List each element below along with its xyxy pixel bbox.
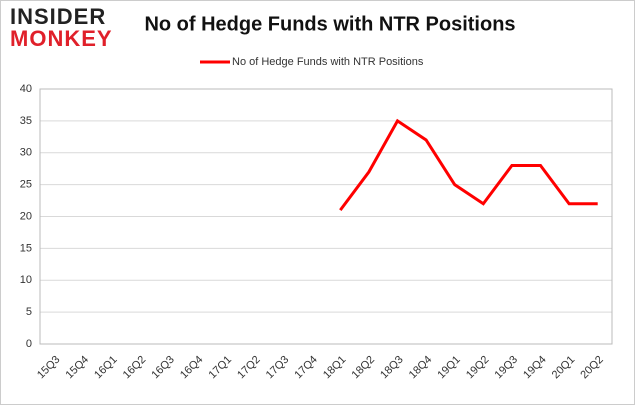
y-tick-label: 0 (26, 338, 32, 350)
y-tick-label: 30 (20, 147, 32, 159)
logo-bottom: MONKEY (10, 26, 113, 51)
y-tick-label: 5 (26, 306, 32, 318)
logo-top: INSIDER (10, 4, 106, 29)
y-tick-label: 25 (20, 179, 32, 191)
y-tick-label: 35 (20, 115, 32, 127)
y-tick-label: 15 (20, 242, 32, 254)
legend-label: No of Hedge Funds with NTR Positions (232, 56, 424, 68)
line-series (339, 118, 598, 212)
y-tick-label: 40 (20, 83, 32, 95)
chart-title: No of Hedge Funds with NTR Positions (144, 13, 515, 35)
y-tick-label: 10 (20, 274, 32, 286)
y-tick-label: 20 (20, 210, 32, 222)
plot-border (39, 88, 613, 345)
